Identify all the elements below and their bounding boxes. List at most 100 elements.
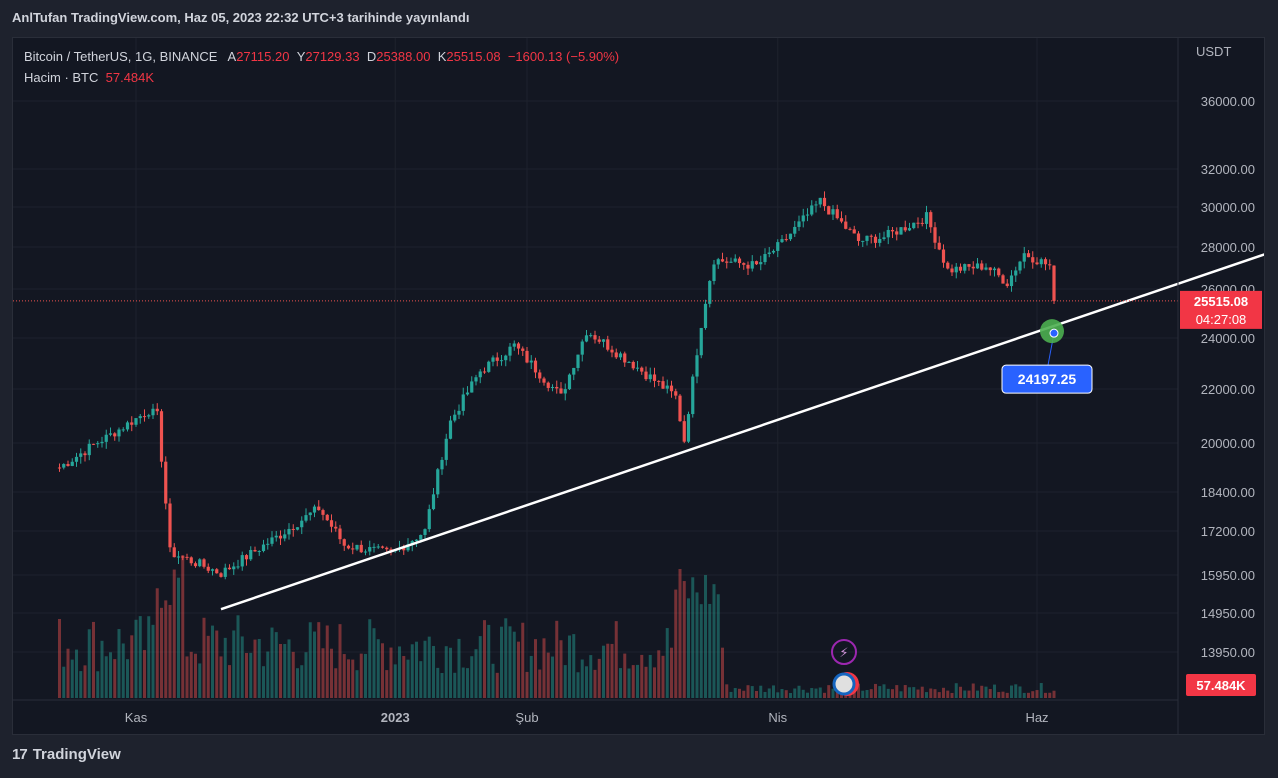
candle-body: [346, 545, 351, 549]
volume-bar: [1048, 692, 1052, 698]
price-chart[interactable]: 24197.25 ⚡ USDT 13950.00 14950.00 15950.00 172…: [13, 38, 1265, 735]
candle-body: [244, 555, 249, 560]
candle-body: [189, 557, 193, 564]
volume-bar: [398, 646, 401, 698]
volume-bar: [504, 618, 508, 698]
volume-bar: [903, 685, 907, 698]
volume-value: 57.484K: [105, 70, 155, 85]
candle-body: [342, 539, 346, 546]
candle-body: [1001, 275, 1005, 284]
volume-bar: [606, 643, 610, 698]
change-value: −1600.13 (−5.90%): [507, 49, 620, 64]
volume-bar: [228, 665, 231, 698]
candle-body: [793, 226, 797, 234]
volume-bar: [160, 607, 163, 698]
candle-body: [941, 249, 946, 263]
candle-body: [461, 394, 465, 411]
candle-body: [482, 371, 487, 373]
candle-body: [278, 535, 283, 539]
candle-body: [1018, 261, 1022, 271]
candle-body: [70, 461, 74, 466]
candle-body: [121, 429, 125, 431]
candle-body: [1014, 270, 1018, 276]
candle-body: [334, 526, 338, 529]
candle-body: [576, 354, 580, 368]
tradingview-logo-icon: 17: [12, 746, 28, 763]
footer-brand[interactable]: 17 TradingView: [12, 746, 121, 763]
volume-bar: [249, 652, 253, 698]
candle-body: [844, 221, 848, 229]
candle-body: [274, 535, 278, 538]
high-value: 27129.33: [305, 49, 360, 64]
volume-bar: [232, 630, 236, 698]
volume-bar: [461, 667, 465, 698]
volume-label[interactable]: Hacim · BTC: [24, 70, 99, 85]
volume-bar: [725, 684, 729, 698]
symbol-label[interactable]: Bitcoin / TetherUS, 1G, BINANCE: [24, 49, 218, 64]
candle-body: [57, 467, 62, 469]
candle-body: [385, 547, 389, 550]
candle-body: [198, 559, 202, 567]
volume-bar: [1014, 684, 1018, 698]
candle-body: [810, 205, 814, 215]
volume-bar: [733, 688, 737, 698]
candle-body: [74, 456, 79, 462]
volume-bar: [58, 618, 61, 698]
volume-bar: [759, 685, 763, 698]
volume-bar: [279, 643, 282, 698]
candle-body: [924, 212, 929, 224]
open-label: A: [227, 49, 237, 64]
candle-body: [287, 528, 291, 535]
candle-body: [780, 239, 784, 243]
volume-bar: [262, 666, 265, 698]
candle-body: [253, 549, 257, 552]
volume-bar: [223, 637, 227, 698]
volume-bar: [861, 690, 865, 698]
volume-bar: [155, 588, 159, 698]
volume-bar: [168, 604, 172, 698]
candle-body: [538, 372, 542, 379]
volume-bar: [891, 689, 894, 698]
candle-body: [529, 360, 533, 363]
volume-bar: [602, 645, 605, 698]
chart-area[interactable]: 24197.25 ⚡ USDT 13950.00 14950.00 15950.00 172…: [12, 37, 1265, 735]
volume-bar: [529, 655, 533, 698]
candle-body: [971, 266, 975, 269]
candle-body: [308, 512, 312, 516]
candle-body: [708, 281, 712, 304]
candle-body: [559, 388, 563, 394]
volume-bar: [521, 622, 525, 698]
candle-body: [907, 228, 912, 231]
volume-bar: [495, 672, 499, 698]
candle-body: [623, 353, 627, 363]
volume-bar: [993, 684, 996, 698]
candle-body: [427, 509, 431, 530]
volume-bar: [695, 592, 699, 698]
volume-bar: [313, 631, 316, 698]
volume-bar: [474, 649, 478, 698]
candle-body: [444, 438, 448, 460]
volume-bar: [368, 619, 372, 698]
candle-body: [410, 541, 414, 545]
volume-bar: [1022, 692, 1026, 698]
volume-bar: [746, 685, 750, 698]
candle-body: [967, 264, 971, 267]
candle-body: [946, 262, 950, 269]
volume-bar: [716, 594, 720, 698]
candle-body: [801, 215, 805, 222]
volume-bar: [104, 656, 108, 698]
volume-bar: [946, 690, 950, 698]
volume-bar: [712, 584, 716, 698]
volume-bar: [126, 659, 129, 698]
price-tag-box: [1180, 290, 1262, 329]
volume-bar: [334, 668, 338, 698]
candle-body: [742, 263, 746, 265]
candle-body: [521, 348, 525, 351]
candle-body: [593, 335, 597, 340]
volume-bar: [291, 651, 295, 698]
x-tick-label: Şub: [515, 710, 538, 725]
candle-body: [865, 235, 869, 241]
y-tick-label: 20000.00: [1201, 436, 1255, 451]
y-tick-label: 36000.00: [1201, 94, 1255, 109]
volume-bar: [793, 688, 797, 698]
